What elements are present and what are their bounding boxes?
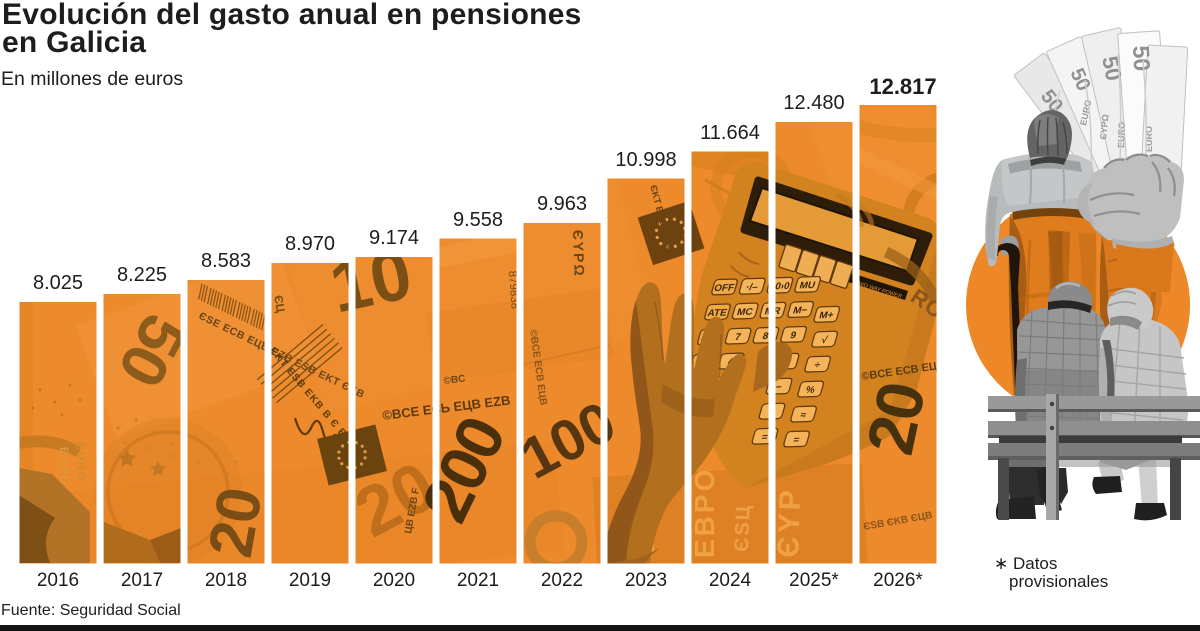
svg-text:20: 20 [196,482,276,562]
svg-text:9: 9 [789,330,798,341]
svg-text:≈: ≈ [799,410,808,421]
svg-text:÷: ÷ [813,360,822,371]
svg-text:%: % [804,385,816,396]
svg-text:−: − [774,382,783,393]
svg-text:©BC: ©BC [443,373,466,387]
svg-text:MC: MC [736,307,754,318]
svg-text:ЄЦ: ЄЦ [271,294,288,314]
svg-text:00›0: 00›0 [768,281,791,292]
svg-text:50: 50 [1097,54,1127,83]
svg-text:EYPO: EYPO [57,447,72,487]
svg-text:+: + [767,407,776,418]
svg-text:ЄYPΩ: ЄYPΩ [1098,114,1111,141]
svg-text:OFF: OFF [713,283,736,294]
svg-text:ЄYPΩ: ЄYPΩ [570,230,588,278]
svg-text:·/–: ·/– [745,282,760,293]
svg-text:20: 20 [852,377,939,460]
svg-text:ЄYP: ЄYP [772,487,807,558]
svg-text:ATE: ATE [706,308,728,319]
svg-text:EBPO: EBPO [689,467,720,558]
svg-text:=: = [792,435,801,446]
svg-text:√: √ [820,335,829,346]
svg-text:EURO: EURO [73,442,88,483]
svg-text:EURO: EURO [1116,122,1127,148]
svg-text:50: 50 [1128,45,1155,72]
svg-text:ЄЅЦ: ЄЅЦ [731,503,755,552]
svg-text:MU: MU [798,280,816,291]
svg-text:8: 8 [761,331,770,342]
svg-text:=: = [760,432,769,443]
svg-text:M+: M+ [818,310,835,321]
svg-text:MR: MR [763,306,781,317]
svg-text:7: 7 [734,332,743,343]
svg-text:M−: M− [792,305,809,316]
svg-text:EURO: EURO [1144,126,1154,152]
